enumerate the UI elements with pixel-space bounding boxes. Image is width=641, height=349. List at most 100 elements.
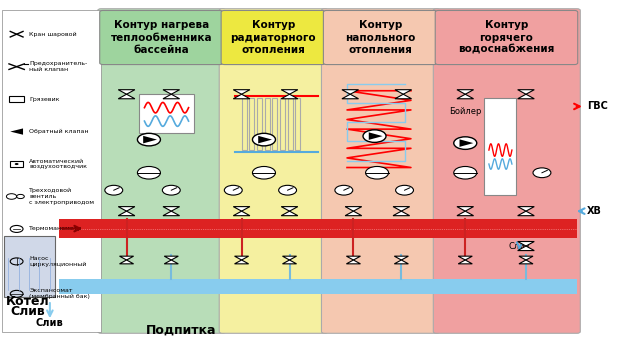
Circle shape (363, 130, 386, 142)
Circle shape (105, 185, 122, 195)
Polygon shape (345, 207, 362, 211)
Polygon shape (283, 260, 297, 264)
Circle shape (365, 166, 388, 179)
Polygon shape (235, 256, 249, 260)
Circle shape (335, 185, 353, 195)
Polygon shape (457, 207, 474, 211)
FancyBboxPatch shape (435, 10, 578, 65)
Polygon shape (346, 256, 360, 260)
Text: Автоматический
воздухоотводчик: Автоматический воздухоотводчик (29, 159, 87, 169)
Polygon shape (118, 90, 135, 94)
Polygon shape (164, 256, 178, 260)
FancyBboxPatch shape (433, 9, 580, 333)
Polygon shape (281, 207, 298, 211)
Polygon shape (235, 260, 249, 264)
Polygon shape (395, 94, 412, 99)
Polygon shape (346, 260, 360, 264)
Bar (60, 219, 577, 238)
Text: Контур
радиаторного
отопления: Контур радиаторного отопления (230, 20, 316, 55)
Polygon shape (163, 207, 179, 211)
Polygon shape (281, 90, 298, 94)
Polygon shape (281, 211, 298, 216)
Text: Котел: Котел (6, 295, 49, 309)
Polygon shape (258, 136, 272, 143)
Polygon shape (394, 256, 408, 260)
Polygon shape (118, 94, 135, 99)
FancyBboxPatch shape (322, 9, 440, 333)
Polygon shape (233, 207, 250, 211)
FancyBboxPatch shape (100, 10, 223, 65)
Polygon shape (457, 90, 474, 94)
Bar (60, 279, 577, 294)
Polygon shape (233, 90, 250, 94)
Polygon shape (164, 260, 178, 264)
Bar (2, 10, 101, 332)
Polygon shape (233, 211, 250, 216)
Text: Предохранитель-
ный клапан: Предохранитель- ный клапан (29, 61, 88, 72)
Bar (4, 236, 55, 297)
Polygon shape (342, 94, 358, 99)
Circle shape (137, 133, 160, 146)
Polygon shape (342, 90, 358, 94)
Text: Термоманометр: Термоманометр (29, 227, 83, 231)
FancyBboxPatch shape (324, 10, 437, 65)
Bar (296, 98, 301, 150)
Text: Экспансомат
(мембранный бак): Экспансомат (мембранный бак) (29, 288, 90, 299)
Text: Слив: Слив (509, 242, 530, 251)
Polygon shape (457, 94, 474, 99)
Circle shape (253, 133, 276, 146)
Polygon shape (369, 132, 383, 140)
Text: Контур
горячего
водоснабжения: Контур горячего водоснабжения (458, 20, 554, 55)
Circle shape (454, 137, 477, 149)
Bar (265, 98, 270, 150)
Text: Грязевик: Грязевик (29, 97, 60, 102)
Polygon shape (457, 211, 474, 216)
Polygon shape (119, 256, 133, 260)
Polygon shape (460, 139, 473, 147)
Polygon shape (345, 211, 362, 216)
Polygon shape (393, 207, 410, 211)
Text: Контур нагрева
теплообменника
бассейна: Контур нагрева теплообменника бассейна (111, 20, 212, 55)
Polygon shape (518, 211, 535, 216)
Polygon shape (393, 211, 410, 216)
Polygon shape (518, 207, 535, 211)
Polygon shape (394, 260, 408, 264)
Text: Обратный клапан: Обратный клапан (29, 129, 89, 134)
Polygon shape (395, 90, 412, 94)
Bar (272, 98, 278, 150)
Bar (10, 161, 23, 167)
FancyBboxPatch shape (98, 9, 226, 333)
FancyBboxPatch shape (221, 10, 325, 65)
Polygon shape (118, 207, 135, 211)
Bar (280, 98, 285, 150)
Circle shape (533, 168, 551, 178)
Polygon shape (283, 256, 297, 260)
Text: Бойлер: Бойлер (449, 107, 481, 116)
Polygon shape (519, 256, 533, 260)
Text: Кран шаровой: Кран шаровой (29, 32, 77, 37)
Bar (257, 98, 262, 150)
Bar (139, 94, 194, 133)
Polygon shape (163, 90, 179, 94)
Circle shape (454, 166, 477, 179)
Bar (485, 98, 517, 195)
Text: Слив: Слив (36, 318, 63, 328)
Polygon shape (458, 256, 472, 260)
Polygon shape (10, 128, 23, 135)
Polygon shape (233, 94, 250, 99)
Polygon shape (518, 246, 535, 251)
Bar (249, 98, 254, 150)
Text: Подпитка: Подпитка (146, 323, 216, 336)
Polygon shape (163, 211, 179, 216)
Text: Трехходовой
вентиль
с электроприводом: Трехходовой вентиль с электроприводом (29, 188, 94, 205)
Polygon shape (519, 260, 533, 264)
Circle shape (137, 166, 160, 179)
Bar (288, 98, 293, 150)
Polygon shape (458, 260, 472, 264)
Circle shape (224, 185, 242, 195)
Bar (242, 98, 247, 150)
FancyBboxPatch shape (219, 9, 328, 333)
Polygon shape (119, 260, 133, 264)
Polygon shape (518, 94, 535, 99)
Circle shape (253, 166, 276, 179)
